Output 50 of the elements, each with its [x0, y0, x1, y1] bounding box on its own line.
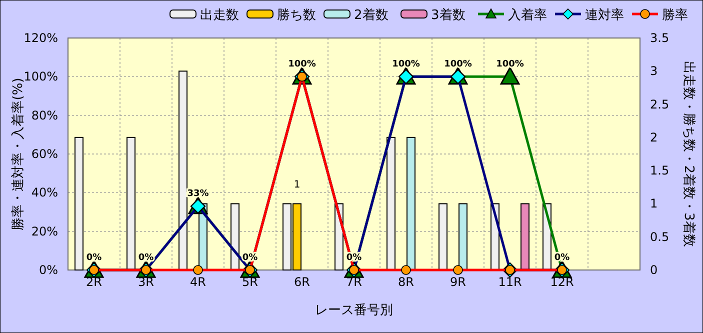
y2-tick-label: 3.5 — [650, 31, 670, 45]
point — [500, 66, 520, 85]
y-tick-label: 0% — [38, 263, 58, 277]
legend-label: 出走数 — [200, 8, 239, 23]
y-tick-label: 80% — [31, 108, 58, 122]
legend-label: 連対率 — [585, 7, 624, 23]
data-label: 0% — [138, 253, 154, 263]
x-tick-label: 7R — [346, 275, 362, 289]
data-label: 33% — [187, 189, 209, 200]
bar — [230, 203, 240, 270]
x-tick-label: 9R — [450, 275, 466, 289]
y-tick-label: 60% — [31, 147, 58, 161]
x-tick-label: 5R — [242, 275, 258, 289]
y2-tick-label: 0 — [650, 263, 658, 277]
x-tick-label: 8R — [398, 275, 414, 289]
x-tick-label: 12R — [550, 275, 574, 289]
y2-tick-label: 0.5 — [650, 230, 670, 244]
x-axis-title: レース番号別 — [315, 303, 393, 318]
data-label: 100% — [288, 60, 316, 70]
x-tick-label: 3R — [138, 275, 154, 289]
y-tick-label: 100% — [24, 70, 58, 84]
data-label: 1 — [294, 180, 300, 191]
bar — [438, 203, 448, 270]
bar — [126, 136, 136, 270]
x-tick-label: 6R — [294, 275, 310, 289]
x-tick-label: 4R — [190, 275, 206, 289]
bar — [74, 136, 84, 270]
legend-label: 3着数 — [431, 7, 466, 23]
data-label: 100% — [444, 60, 472, 70]
y-tick-label: 120% — [24, 31, 58, 45]
y-tick-label: 20% — [31, 224, 58, 238]
legend-label: 勝ち数 — [277, 8, 316, 23]
x-tick-label: 2R — [86, 275, 102, 289]
data-label: 100% — [392, 60, 420, 70]
y-tick-label: 40% — [31, 186, 58, 200]
legend-label: 入着率 — [508, 7, 547, 23]
y-axis-title: 勝率・連対率・入着率(%) — [10, 78, 26, 230]
y2-tick-label: 2 — [650, 130, 658, 144]
legend-label: 2着数 — [354, 7, 388, 23]
data-label: 100% — [496, 60, 524, 70]
y2-tick-label: 1 — [650, 196, 658, 211]
bar — [386, 136, 396, 270]
data-label: 0% — [86, 253, 102, 263]
legend-label: 勝率 — [662, 7, 688, 23]
y2-tick-label: 2.5 — [650, 97, 670, 112]
y2-tick-label: 3 — [650, 64, 658, 78]
y2-axis-title: 出走数・勝ち数・2着数・3着数 — [681, 61, 697, 247]
y2-tick-label: 1.5 — [650, 164, 670, 178]
x-tick-label: 11R — [498, 275, 522, 289]
bar — [520, 203, 530, 270]
